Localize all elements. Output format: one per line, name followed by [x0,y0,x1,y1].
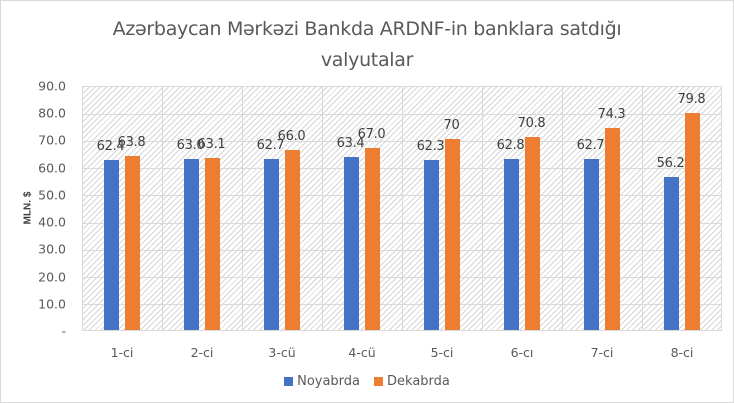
data-label: 70 [443,118,460,134]
bar-noyabrda-1 [104,160,119,330]
data-label: 63.8 [117,135,146,151]
y-tick-label: 40.0 [38,214,66,230]
data-label: 74.3 [597,106,626,122]
x-tick-label: 8-ci [670,345,694,360]
y-tick-label: 50.0 [38,187,66,203]
gridline-vertical [482,87,483,330]
bar-dekabrda-2 [205,158,220,330]
data-label: 62.4 [96,139,125,155]
bar-dekabrda-5 [445,139,460,330]
data-label: 63.1 [197,137,226,153]
y-tick-label: 10.0 [38,296,66,312]
chart-title-line-1: Azərbaycan Mərkəzi Bankda ARDNF-in bankl… [112,18,622,40]
bar-dekabrda-8 [685,112,700,330]
plot-area [82,86,722,331]
y-tick-label: 70.0 [38,132,66,148]
data-label: 66.0 [277,129,306,145]
gridline-vertical [562,87,563,330]
y-tick-label: 60.0 [38,160,66,176]
data-label: 67.0 [357,126,386,142]
y-axis-label: MLN. $ [22,191,34,225]
bar-noyabrda-7 [584,159,599,330]
data-label: 79.8 [677,91,706,107]
gridline-vertical [242,87,243,330]
legend-label: Dekabrda [387,374,450,389]
chart-title-line-2: valyutalar [320,49,414,71]
legend-label: Noyabrda [297,374,361,389]
data-label: 62.3 [416,139,445,155]
legend-item-dekabrda: Dekabrda [374,374,450,389]
gridline-vertical [322,87,323,330]
x-tick-label: 1-ci [110,345,134,360]
legend: Noyabrda Dekabrda [0,374,734,389]
bar-dekabrda-1 [125,156,140,330]
data-label: 70.8 [517,116,546,132]
gridline-vertical [642,87,643,330]
x-tick-label: 5-ci [430,345,454,360]
x-tick-label: 6-cı [510,345,534,360]
legend-swatch-icon [284,377,294,386]
bar-noyabrda-2 [184,158,199,330]
y-tick-label: 90.0 [38,78,66,94]
data-label: 56.2 [656,156,685,171]
legend-swatch-icon [374,377,384,386]
y-tick-label: 30.0 [38,241,66,257]
bar-noyabrda-3 [264,159,279,330]
y-tick-label: 80.0 [38,105,66,121]
y-tick-label: - [61,323,66,339]
bar-noyabrda-4 [344,157,359,330]
x-tick-label: 2-ci [190,345,214,360]
data-label: 63.0 [176,137,205,153]
bar-dekabrda-4 [365,147,380,330]
bar-dekabrda-3 [285,150,300,330]
bar-noyabrda-5 [424,160,439,330]
x-tick-label: 4-cü [348,345,376,360]
gridline-vertical [162,87,163,330]
data-label: 63.4 [336,136,365,152]
chart-title: Azərbaycan Mərkəzi Bankda ARDNF-in bankl… [0,14,734,76]
bar-dekabrda-6 [525,137,540,330]
bar-noyabrda-6 [504,159,519,330]
data-label: 62.8 [496,138,525,154]
x-tick-label: 7-ci [590,345,614,360]
legend-item-noyabrda: Noyabrda [284,374,360,389]
data-label: 62.7 [256,138,285,154]
x-tick-label: 3-cü [268,345,296,360]
data-label: 62.7 [576,138,605,154]
bar-noyabrda-8 [664,177,679,330]
y-tick-label: 20.0 [38,269,66,285]
bar-dekabrda-7 [605,127,620,330]
gridline-vertical [402,87,403,330]
